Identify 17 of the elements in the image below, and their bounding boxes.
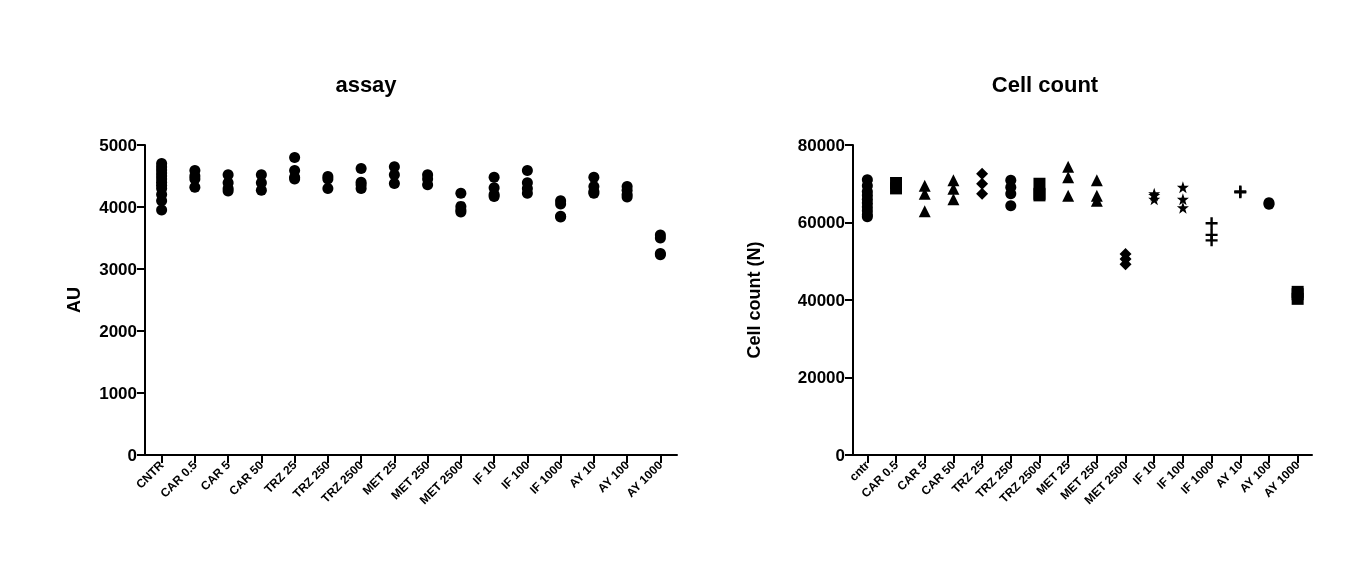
y-tick-label: 80000 xyxy=(797,135,845,155)
chart-title: Cell count xyxy=(991,71,1099,97)
x-tick-label: IF 10 xyxy=(469,457,500,488)
y-tick-label: 3000 xyxy=(99,259,137,279)
y-tick-label: 0 xyxy=(835,445,845,465)
y-tick-label: 20000 xyxy=(797,368,845,387)
y-tick-label: 60000 xyxy=(797,213,845,232)
y-tick-label: 1000 xyxy=(99,383,137,403)
x-tick-label: AY 10 xyxy=(566,457,600,491)
y-axis-title: Cell count (N) xyxy=(744,241,764,359)
y-axis-title: AU xyxy=(64,287,84,313)
y-tick-label: 40000 xyxy=(797,290,845,310)
y-tick-label: 4000 xyxy=(99,197,137,217)
y-tick-label: 5000 xyxy=(99,135,137,155)
y-tick-label: 0 xyxy=(127,445,137,465)
y-tick-label: 2000 xyxy=(99,321,137,341)
chart-title: assay xyxy=(335,71,398,97)
